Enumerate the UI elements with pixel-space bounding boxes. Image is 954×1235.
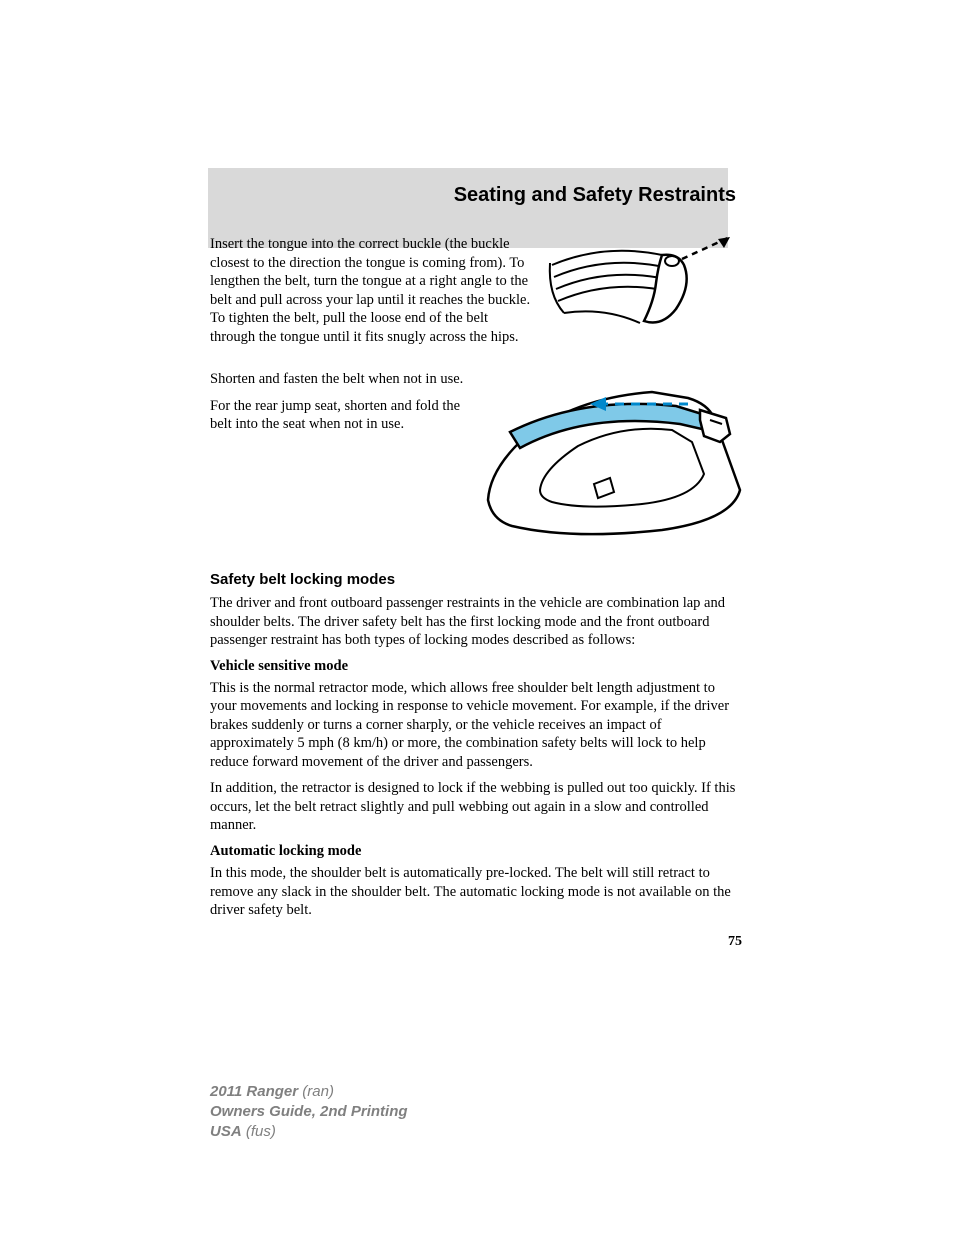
paragraph-4: The driver and front outboard passenger … (210, 594, 744, 650)
block-2: Shorten and fasten the belt when not in … (210, 370, 744, 547)
footer-line-1: 2011 Ranger (ran) (210, 1082, 954, 1102)
paragraph-7: In this mode, the shoulder belt is autom… (210, 864, 744, 920)
footer-region: USA (210, 1123, 242, 1140)
footer-code2: (fus) (242, 1123, 276, 1140)
footer-line-3: USA (fus) (210, 1122, 954, 1142)
figure-belt-lengthen (544, 235, 744, 370)
page-number: 75 (210, 934, 744, 950)
figure-belt-shorten (482, 370, 744, 547)
section-title: Seating and Safety Restraints (210, 184, 744, 207)
footer-code1: (ran) (298, 1083, 334, 1100)
subhead-vehicle-sensitive: Vehicle sensitive mode (210, 658, 744, 675)
paragraph-6: In addition, the retractor is designed t… (210, 779, 744, 835)
footer-model: 2011 Ranger (210, 1083, 298, 1100)
page-content: Seating and Safety Restraints Insert the… (0, 184, 954, 950)
block-1: Insert the tongue into the correct buckl… (210, 235, 744, 370)
footer-line-2: Owners Guide, 2nd Printing (210, 1102, 954, 1122)
footer: 2011 Ranger (ran) Owners Guide, 2nd Prin… (210, 1082, 954, 1143)
paragraph-5: This is the normal retractor mode, which… (210, 679, 744, 772)
subhead-locking-modes: Safety belt locking modes (210, 571, 744, 588)
subhead-automatic-locking: Automatic locking mode (210, 843, 744, 860)
